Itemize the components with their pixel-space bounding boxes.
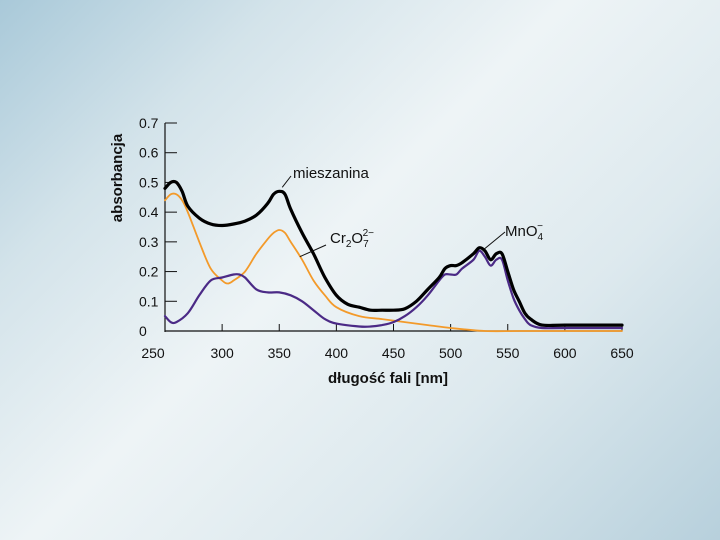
x-tick-label-400: 400	[325, 345, 349, 361]
mieszanina-label: mieszanina	[293, 165, 370, 182]
x-tick-label-550: 550	[496, 345, 520, 361]
x-tick-label-250: 250	[141, 345, 165, 361]
series-mno4	[163, 249, 624, 330]
x-tick-label-350: 350	[268, 345, 292, 361]
mno4-charge: −	[537, 221, 543, 232]
cr2o7-label: Cr2O72−	[330, 228, 374, 250]
y-tick-label-0.4: 0.4	[139, 204, 159, 220]
y-ticks: 0 0.1 0.2 0.3 0.4 0.5 0.6 0.7	[139, 115, 177, 339]
y-tick-label-0.5: 0.5	[139, 174, 159, 190]
x-tick-label-600: 600	[553, 345, 577, 361]
y-tick-label-0.6: 0.6	[139, 145, 159, 161]
x-axis-label: długość fali [nm]	[328, 370, 448, 387]
annotations: mieszanina Cr2O72− MnO4−	[281, 165, 544, 258]
y-tick-label-0: 0	[139, 323, 147, 339]
x-ticks: 250 300 350 400 450 500 550 600 650	[141, 324, 634, 361]
cr2o7-sub-2: 2	[346, 239, 352, 250]
mno4-pointer	[484, 231, 506, 250]
x-tick-label-500: 500	[439, 345, 463, 361]
mno4-label: MnO4−	[505, 221, 544, 243]
series-group	[163, 179, 624, 333]
y-tick-label-0.7: 0.7	[139, 115, 159, 131]
cr2o7-sub-7: 7	[363, 239, 369, 250]
mno4-main: MnO	[505, 223, 538, 240]
x-tick-label-450: 450	[382, 345, 406, 361]
series-mieszanina	[163, 179, 624, 328]
y-tick-label-0.1: 0.1	[139, 293, 159, 309]
cr2o7-mid: O	[351, 230, 363, 247]
y-axis-label: absorbancja	[109, 133, 126, 222]
mieszanina-pointer	[281, 175, 292, 188]
cr2o7-pointer	[299, 244, 327, 258]
cr2o7-charge: 2−	[363, 228, 375, 239]
x-tick-label-650: 650	[610, 345, 634, 361]
x-tick-label-300: 300	[210, 345, 234, 361]
series-cr2o7	[164, 192, 623, 333]
y-tick-label-0.3: 0.3	[139, 234, 159, 250]
mno4-sub: 4	[538, 232, 544, 243]
axes	[164, 123, 622, 332]
y-tick-label-0.2: 0.2	[139, 264, 159, 280]
cr2o7-main: Cr	[330, 230, 346, 247]
